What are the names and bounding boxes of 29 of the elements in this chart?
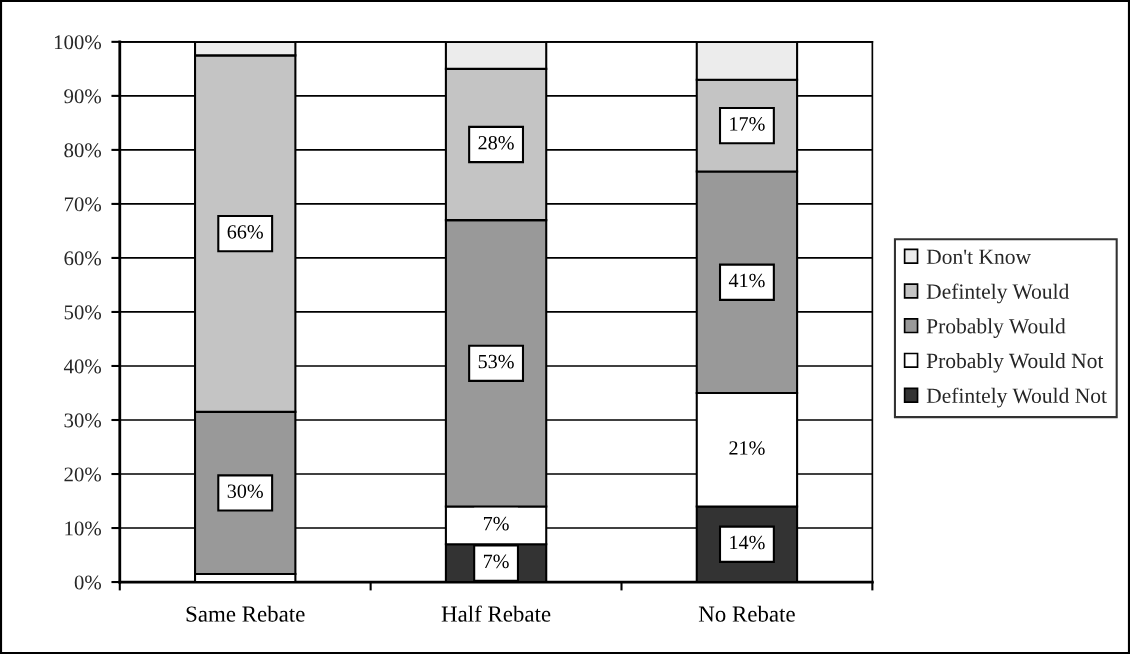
y-tick-label: 100% xyxy=(54,35,102,50)
legend-label: Probably Would Not xyxy=(926,353,1104,373)
data-label: 28% xyxy=(478,135,514,150)
data-label: 21% xyxy=(729,441,765,455)
data-label: 41% xyxy=(728,273,765,288)
x-tick-label: Same Rebate xyxy=(186,605,305,622)
y-tick-label: 60% xyxy=(64,251,102,266)
legend-label: Defintely Would Not xyxy=(926,387,1107,408)
y-tick-label: 20% xyxy=(64,467,102,482)
legend-label: Defintely Would xyxy=(926,283,1070,304)
y-tick-label: 40% xyxy=(63,359,102,374)
legend-label: Don't Know xyxy=(926,249,1031,265)
y-tick-label: 50% xyxy=(64,305,102,320)
data-label: 30% xyxy=(227,484,263,499)
data-label: 53% xyxy=(478,354,514,369)
y-tick-label: 80% xyxy=(64,143,102,158)
data-label: 7% xyxy=(483,554,509,569)
data-label: 14% xyxy=(730,535,765,550)
data-label: 66% xyxy=(227,225,263,239)
data-label: 17% xyxy=(730,117,765,131)
y-tick-label: 10% xyxy=(65,521,102,536)
legend-label: Probably Would xyxy=(926,318,1066,338)
data-label: 7% xyxy=(483,516,509,531)
y-tick-label: 30% xyxy=(64,413,102,428)
x-tick-label: No Rebate xyxy=(698,605,795,622)
x-tick-label: Half Rebate xyxy=(441,605,551,622)
y-tick-label: 70% xyxy=(64,197,102,212)
y-tick-label: 0% xyxy=(74,575,102,590)
y-tick-label: 90% xyxy=(64,89,102,104)
